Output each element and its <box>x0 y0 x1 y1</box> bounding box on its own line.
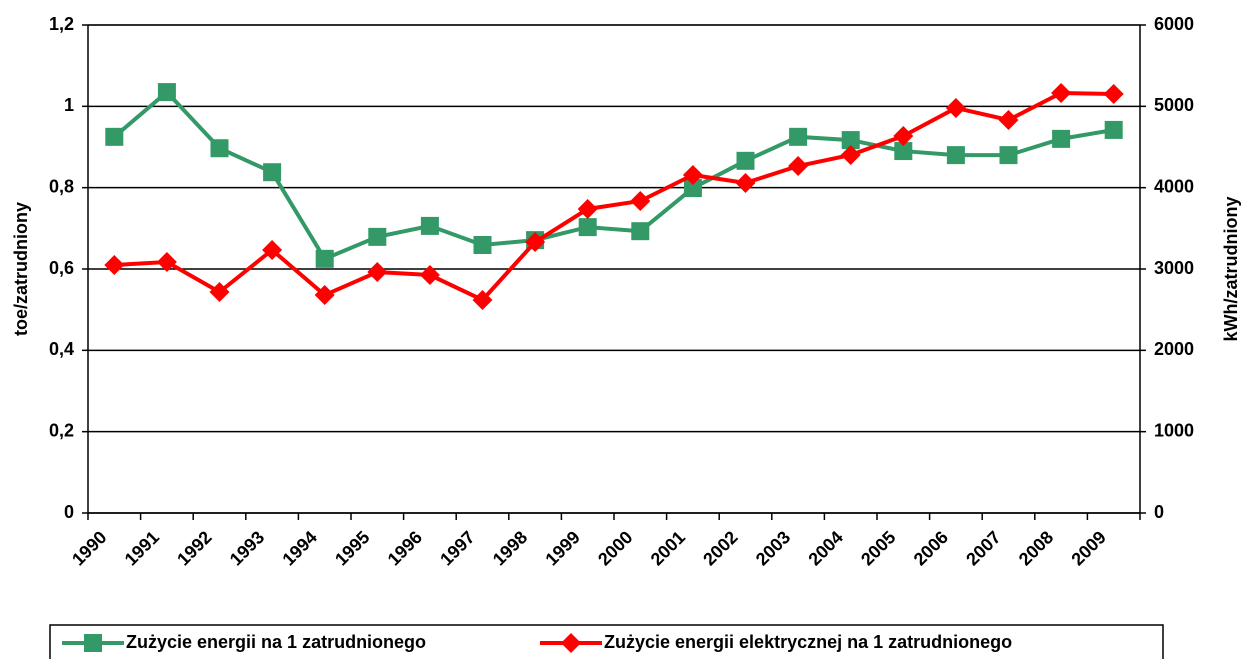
marker <box>367 262 388 283</box>
marker <box>1104 120 1123 139</box>
x-tick-label: 2007 <box>962 527 1004 569</box>
x-tick-label: 1992 <box>173 527 215 569</box>
legend-label: Zużycie energii elektrycznej na 1 zatrud… <box>604 632 1012 652</box>
marker <box>577 198 598 219</box>
marker <box>472 289 493 310</box>
series-line <box>114 90 1114 303</box>
x-tick-label: 1996 <box>384 527 426 569</box>
marker <box>1051 82 1072 103</box>
marker <box>789 127 808 146</box>
y2-tick-label: 0 <box>1154 502 1164 522</box>
y-tick-label: 0,4 <box>49 339 74 359</box>
x-tick-label: 1999 <box>541 527 583 569</box>
x-tick-label: 2000 <box>594 527 636 569</box>
legend-label: Zużycie energii na 1 zatrudnionego <box>126 632 426 652</box>
marker <box>473 236 492 255</box>
x-tick-label: 2008 <box>1015 527 1057 569</box>
marker <box>210 139 229 158</box>
marker <box>683 179 702 198</box>
y2-tick-label: 6000 <box>1154 14 1194 34</box>
x-tick-label: 1998 <box>489 527 531 569</box>
marker <box>561 633 581 653</box>
marker <box>209 282 230 303</box>
y2-tick-label: 2000 <box>1154 339 1194 359</box>
x-tick-label: 1995 <box>331 527 373 569</box>
y-tick-label: 1,2 <box>49 14 74 34</box>
y2-tick-label: 3000 <box>1154 258 1194 278</box>
marker <box>682 164 703 185</box>
marker <box>157 83 176 102</box>
y2-axis-label: kWh/zatrudniony <box>1221 197 1241 342</box>
marker <box>735 172 756 193</box>
x-tick-label: 2006 <box>910 527 952 569</box>
marker <box>314 285 335 306</box>
x-tick-label: 1997 <box>436 527 478 569</box>
marker <box>419 265 440 286</box>
marker <box>368 227 387 246</box>
marker <box>315 249 334 268</box>
x-tick-label: 1994 <box>278 527 320 569</box>
marker <box>894 142 913 161</box>
marker <box>630 191 651 212</box>
marker <box>945 97 966 118</box>
y-tick-label: 0,6 <box>49 258 74 278</box>
x-tick-label: 2009 <box>1067 527 1109 569</box>
y-tick-label: 0,8 <box>49 176 74 196</box>
marker <box>631 222 650 241</box>
x-tick-label: 2002 <box>699 527 741 569</box>
marker <box>841 131 860 150</box>
x-tick-label: 1993 <box>226 527 268 569</box>
y2-tick-label: 4000 <box>1154 176 1194 196</box>
y-axis-label: toe/zatrudniony <box>11 202 31 336</box>
marker <box>105 127 124 146</box>
marker <box>893 126 914 147</box>
x-tick-label: 1991 <box>121 527 163 569</box>
x-tick-label: 2001 <box>647 527 689 569</box>
marker <box>1103 83 1124 104</box>
marker <box>946 146 965 165</box>
y-tick-label: 0 <box>64 502 74 522</box>
marker <box>788 156 809 177</box>
x-tick-label: 2005 <box>857 527 899 569</box>
marker <box>736 151 755 170</box>
x-tick-label: 2003 <box>752 527 794 569</box>
legend-box <box>49 624 1164 659</box>
marker <box>84 634 102 652</box>
marker <box>999 146 1018 165</box>
marker <box>156 252 177 273</box>
y-tick-label: 1 <box>64 95 74 115</box>
marker <box>420 216 439 235</box>
marker <box>263 163 282 182</box>
x-tick-label: 1990 <box>68 527 110 569</box>
marker <box>262 239 283 260</box>
marker <box>104 255 125 276</box>
marker <box>578 218 597 237</box>
marker <box>525 231 546 252</box>
marker <box>1052 129 1071 148</box>
marker <box>998 109 1019 130</box>
y2-tick-label: 1000 <box>1154 420 1194 440</box>
y-tick-label: 0,2 <box>49 420 74 440</box>
x-tick-label: 2004 <box>804 527 846 569</box>
marker <box>840 144 861 165</box>
y2-tick-label: 5000 <box>1154 95 1194 115</box>
